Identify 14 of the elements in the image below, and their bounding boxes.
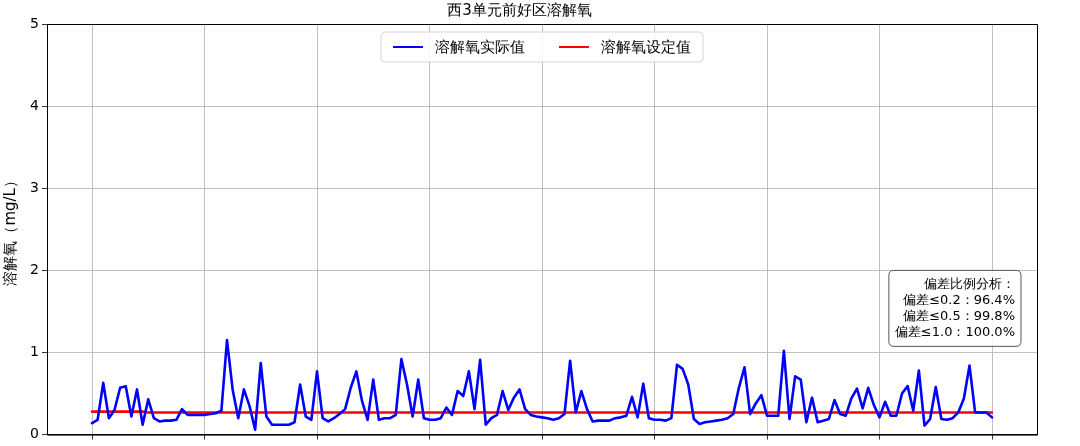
y-tick-label: 1 (30, 343, 39, 360)
legend-label: 溶解氧实际值 (435, 37, 525, 56)
y-tick-label: 3 (30, 178, 39, 195)
y-tick-label: 5 (30, 14, 39, 31)
y-tick-label: 2 (30, 261, 39, 277)
annotation: 偏差≤0.2：96.4% (903, 291, 1015, 307)
annotation: 偏差≤1.0：100.0% (894, 323, 1015, 339)
annotation: 偏差≤0.5：99.8% (903, 307, 1015, 323)
y-tick-label: 4 (30, 96, 40, 113)
y-axis-title: 溶解氧（mg/L） (0, 173, 19, 286)
chart-title: 西3单元前好区溶解氧 (447, 0, 592, 19)
y-tick-label: 0 (30, 425, 39, 442)
annotation: 偏差比例分析： (924, 275, 1015, 291)
legend-label: 溶解氧设定值 (601, 37, 691, 56)
